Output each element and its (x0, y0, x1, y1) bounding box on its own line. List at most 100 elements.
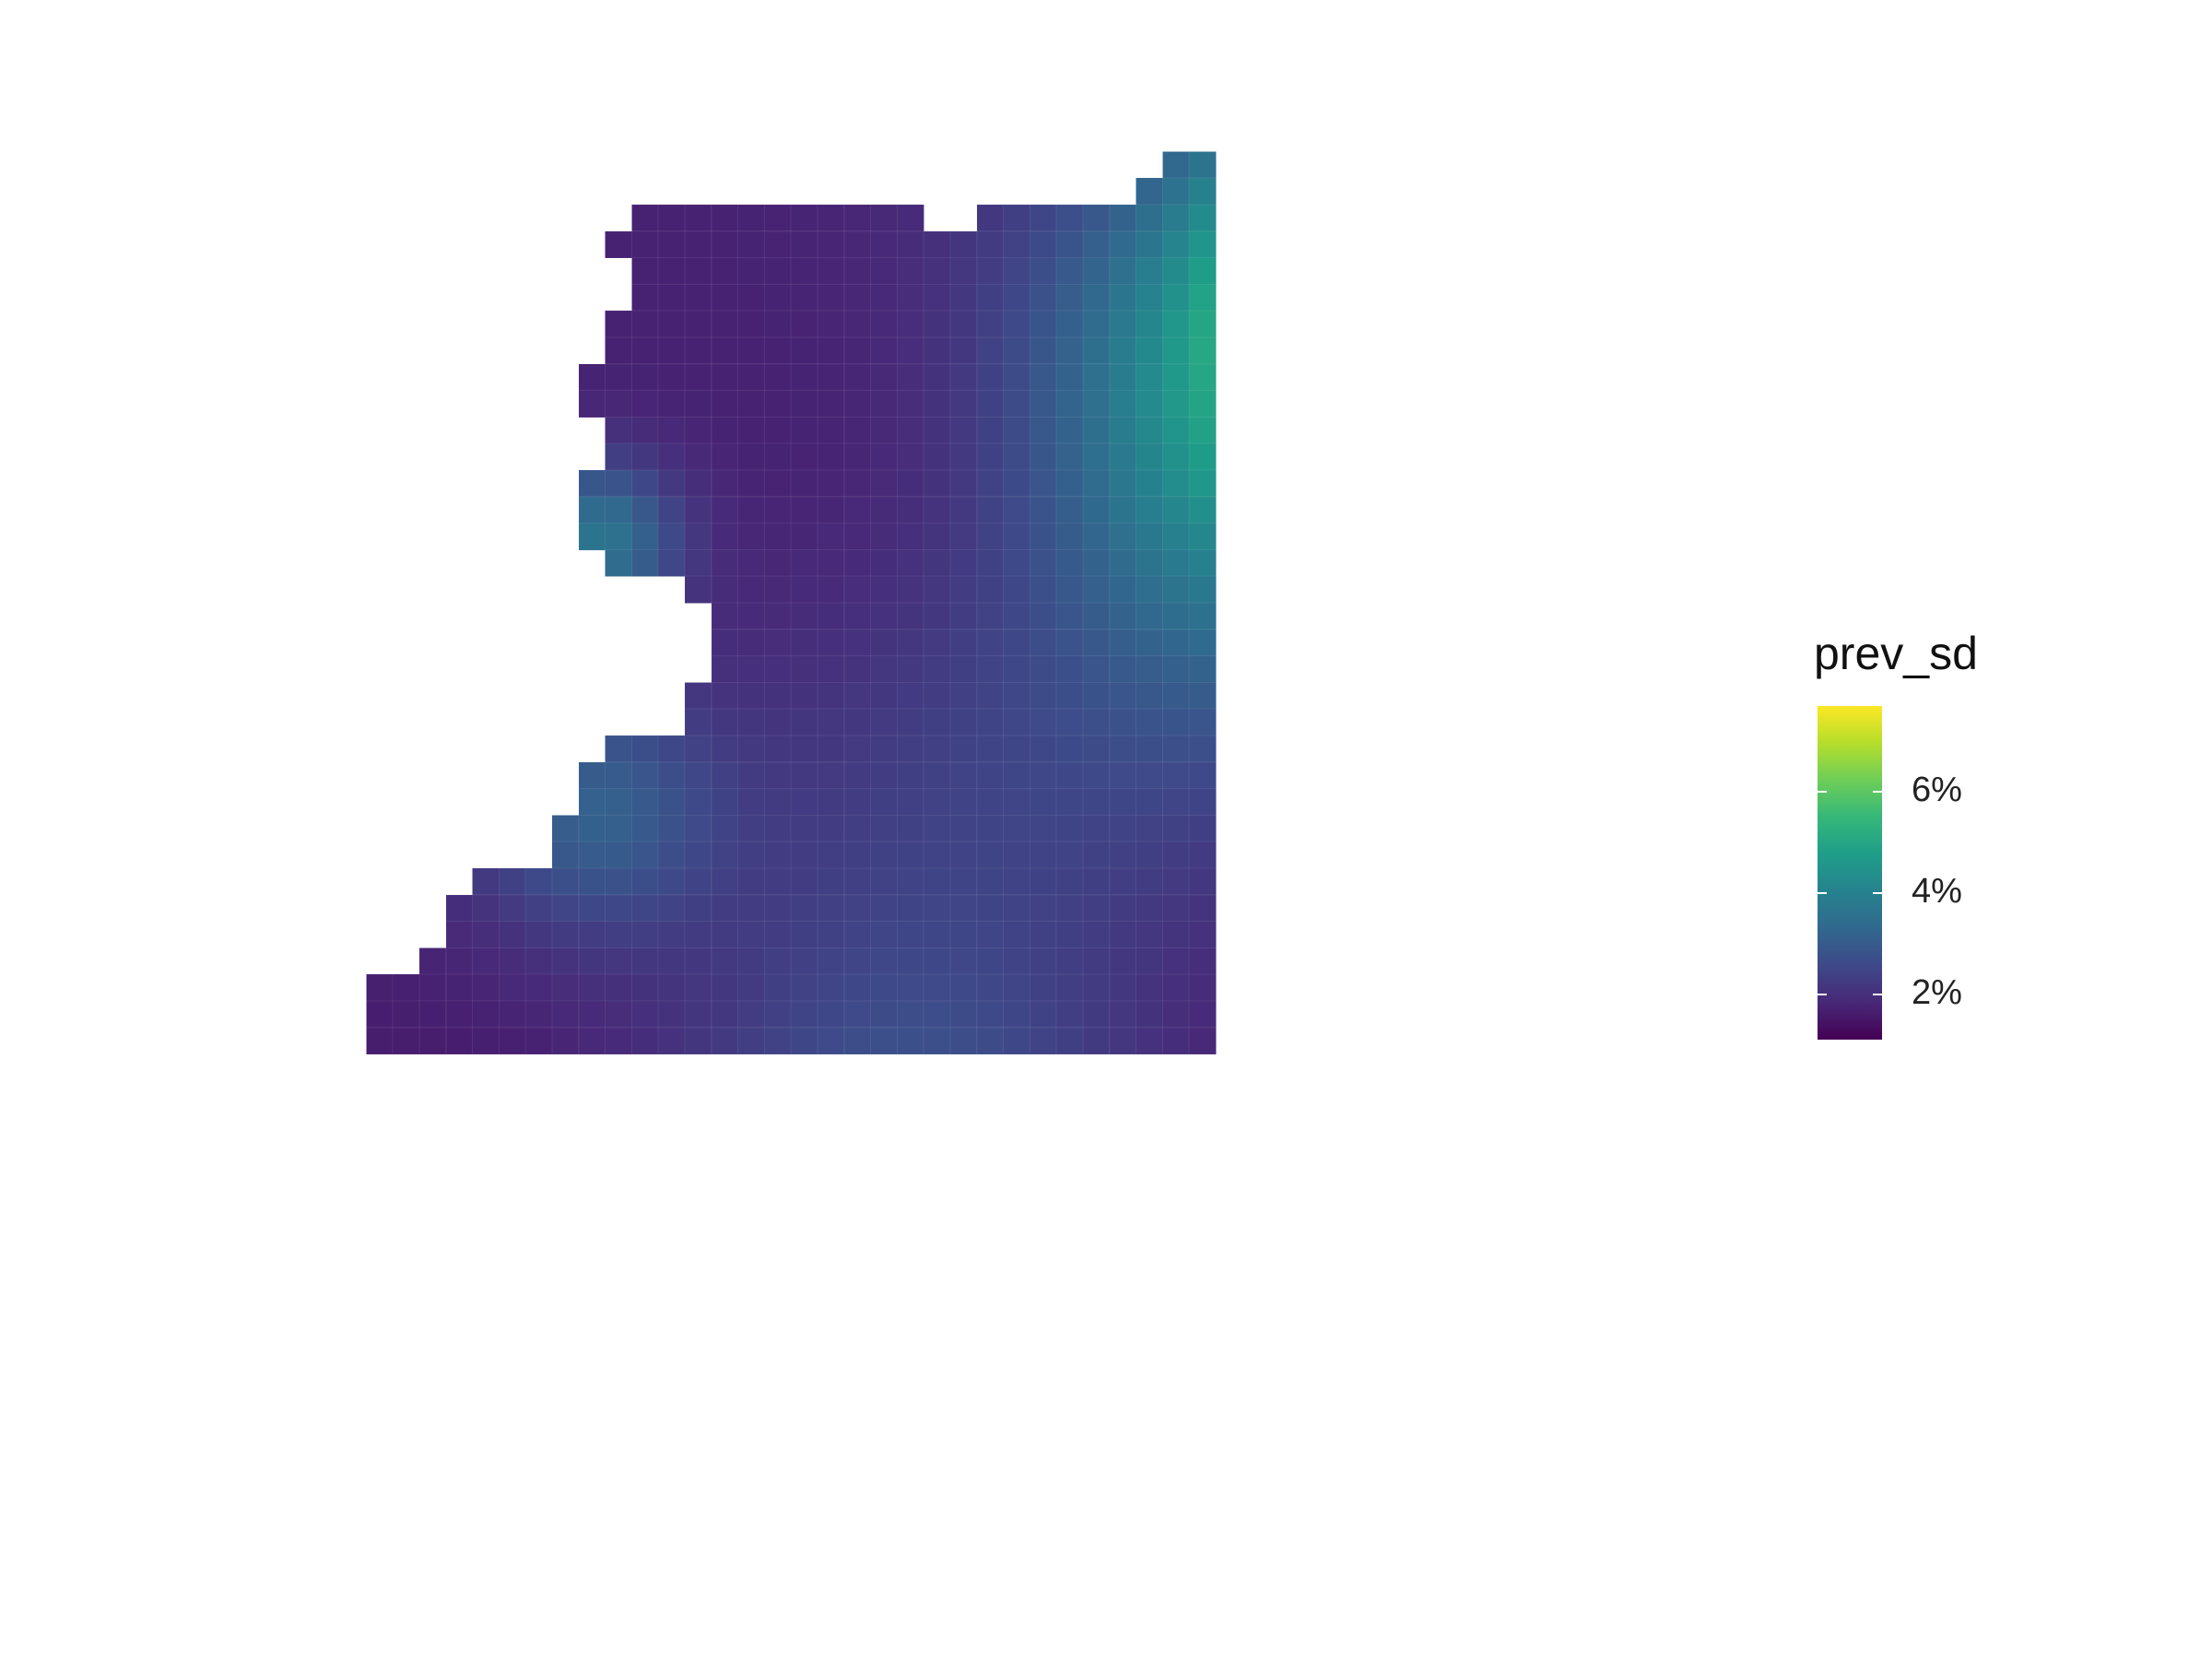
map-cell (1029, 841, 1058, 869)
map-cell (1161, 548, 1191, 578)
map-cell (711, 735, 739, 763)
map-cell (1003, 1027, 1031, 1055)
map-cell (498, 947, 527, 976)
map-cell (976, 257, 1005, 286)
map-cell (605, 735, 633, 763)
map-cell (1161, 363, 1191, 392)
map-cell (578, 947, 606, 976)
map-cell (1003, 602, 1031, 630)
map-cell (737, 681, 766, 711)
map-cell (949, 814, 978, 843)
map-cell (737, 442, 766, 471)
map-cell (1029, 1000, 1058, 1029)
map-cell (923, 416, 951, 445)
map-cell (1029, 575, 1058, 604)
map-cell (472, 973, 500, 1002)
map-cell (630, 416, 660, 445)
map-cell (657, 257, 686, 286)
legend-tick-label-6: 6% (1912, 771, 1962, 809)
map-cell (630, 973, 660, 1002)
map-cell (976, 814, 1005, 843)
map-cell (711, 575, 739, 604)
map-cell (923, 735, 951, 763)
map-cell (1135, 814, 1164, 843)
map-cell (763, 973, 793, 1002)
map-cell (1188, 283, 1217, 312)
map-cell (1055, 788, 1084, 817)
map-cell (1188, 973, 1217, 1002)
map-cell (711, 841, 739, 869)
map-cell (896, 469, 925, 498)
map-cell (737, 336, 766, 365)
map-cell (711, 548, 739, 578)
map-cell (763, 283, 793, 312)
map-cell (1135, 363, 1164, 392)
map-cell (896, 788, 925, 817)
map-cell (843, 575, 872, 604)
map-cell (684, 336, 712, 365)
map-cell (630, 523, 660, 551)
map-cell (605, 390, 633, 418)
map-cell (711, 469, 739, 498)
map-cell (1029, 629, 1058, 657)
map-cell (1082, 336, 1111, 365)
map-cell (1109, 1000, 1137, 1029)
map-cell (790, 283, 818, 312)
map-cell (684, 894, 712, 923)
map-cell (1135, 841, 1164, 869)
map-cell (657, 523, 686, 551)
map-cell (498, 973, 527, 1002)
map-cell (763, 947, 793, 976)
map-cell (923, 523, 951, 551)
map-cell (949, 442, 978, 471)
map-cell (870, 629, 899, 657)
map-cell (630, 1000, 660, 1029)
map-cell (870, 708, 899, 736)
map-cell (1135, 788, 1164, 817)
map-cell (578, 894, 606, 923)
map-cell (1003, 814, 1031, 843)
map-cell (1029, 257, 1058, 286)
map-cell (1109, 496, 1137, 524)
map-cell (711, 283, 739, 312)
map-cell (1135, 629, 1164, 657)
map-cell (1055, 814, 1084, 843)
map-cell (870, 283, 899, 312)
map-cell (1188, 442, 1217, 471)
map-cell (1161, 788, 1191, 817)
map-cell (1188, 363, 1217, 392)
map-cell (949, 390, 978, 418)
map-cell (1135, 867, 1164, 896)
map-cell (1029, 947, 1058, 976)
map-cell (472, 867, 500, 896)
map-cell (1109, 204, 1137, 232)
map-cell (923, 655, 951, 684)
map-cell (763, 921, 793, 949)
map-cell (1109, 283, 1137, 312)
map-cell (1082, 1027, 1111, 1055)
map-cell (949, 655, 978, 684)
map-cell (1003, 894, 1031, 923)
map-cell (711, 310, 739, 338)
legend-tick-mark-4 (1818, 892, 1827, 894)
map-cell (1003, 761, 1031, 790)
map-cell (763, 469, 793, 498)
map-cell (1188, 761, 1217, 790)
map-cell (870, 442, 899, 471)
map-cell (1161, 1000, 1191, 1029)
map-cell (630, 814, 660, 843)
map-cell (472, 947, 500, 976)
map-cell (949, 602, 978, 630)
map-cell (1109, 921, 1137, 949)
map-cell (1029, 788, 1058, 817)
map-cell (1188, 629, 1217, 657)
map-cell (923, 867, 951, 896)
map-cell (1082, 390, 1111, 418)
map-cell (843, 496, 872, 524)
map-cell (1161, 841, 1191, 869)
map-cell (896, 655, 925, 684)
map-cell (896, 735, 925, 763)
map-cell (1082, 894, 1111, 923)
map-cell (949, 735, 978, 763)
map-cell (1135, 761, 1164, 790)
